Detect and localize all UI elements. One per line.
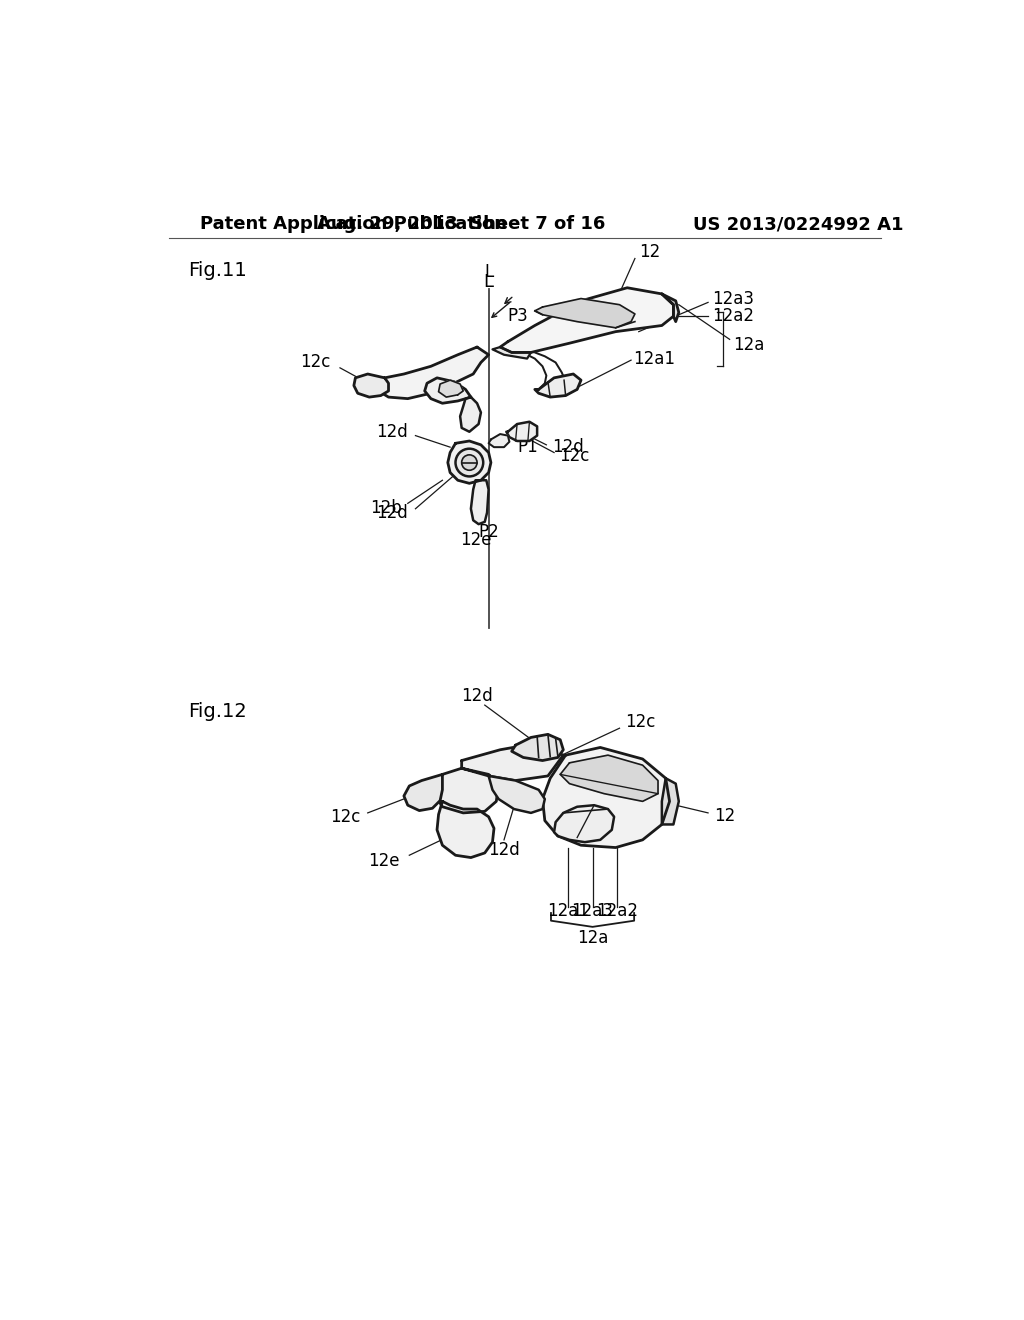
Text: 12d: 12d [553, 438, 585, 457]
Text: 12d: 12d [376, 422, 408, 441]
Text: 12a2: 12a2 [596, 902, 638, 920]
Text: L: L [483, 273, 494, 290]
Text: 12c: 12c [559, 446, 590, 465]
Circle shape [462, 455, 477, 470]
Polygon shape [488, 776, 545, 813]
Text: Fig.11: Fig.11 [188, 260, 247, 280]
Text: 12: 12 [639, 243, 660, 261]
Polygon shape [543, 747, 670, 847]
Polygon shape [447, 441, 490, 483]
Polygon shape [506, 422, 538, 441]
Text: 12a3: 12a3 [712, 289, 754, 308]
Polygon shape [512, 734, 563, 760]
Text: L: L [484, 264, 494, 281]
Polygon shape [460, 397, 481, 432]
Polygon shape [535, 298, 635, 327]
Polygon shape [488, 434, 509, 447]
Text: 12a: 12a [733, 335, 764, 354]
Text: 12d: 12d [461, 686, 493, 705]
Text: 12c: 12c [330, 808, 360, 826]
Polygon shape [438, 380, 463, 397]
Text: 12e: 12e [460, 531, 492, 549]
Text: 12: 12 [714, 807, 735, 825]
Text: US 2013/0224992 A1: US 2013/0224992 A1 [692, 215, 903, 234]
Circle shape [456, 449, 483, 477]
Polygon shape [535, 374, 581, 397]
Text: 12a: 12a [577, 929, 608, 946]
Text: 12b: 12b [370, 499, 401, 517]
Polygon shape [471, 480, 488, 524]
Text: Aug. 29, 2013  Sheet 7 of 16: Aug. 29, 2013 Sheet 7 of 16 [317, 215, 606, 234]
Polygon shape [662, 779, 679, 825]
Text: P1: P1 [518, 438, 539, 457]
Text: Fig.12: Fig.12 [188, 702, 247, 721]
Text: 12a3: 12a3 [571, 902, 613, 920]
Text: 12d: 12d [488, 841, 520, 859]
Text: 12e: 12e [369, 851, 400, 870]
Polygon shape [354, 374, 388, 397]
Polygon shape [425, 378, 471, 404]
Polygon shape [500, 288, 674, 352]
Text: 12a2: 12a2 [712, 308, 754, 325]
Polygon shape [437, 801, 494, 858]
Polygon shape [377, 347, 488, 399]
Text: 12a1: 12a1 [634, 350, 676, 367]
Polygon shape [554, 805, 614, 842]
Text: 12d: 12d [376, 504, 408, 521]
Polygon shape [662, 294, 679, 322]
Polygon shape [403, 775, 442, 810]
Polygon shape [560, 755, 658, 801]
Polygon shape [493, 347, 531, 359]
Text: 12c: 12c [625, 713, 655, 731]
Text: P3: P3 [508, 308, 528, 325]
Text: Patent Application Publication: Patent Application Publication [200, 215, 507, 234]
Polygon shape [432, 743, 563, 813]
Text: P2: P2 [478, 523, 499, 541]
Text: 12c: 12c [300, 354, 331, 371]
Text: 12a1: 12a1 [547, 902, 589, 920]
